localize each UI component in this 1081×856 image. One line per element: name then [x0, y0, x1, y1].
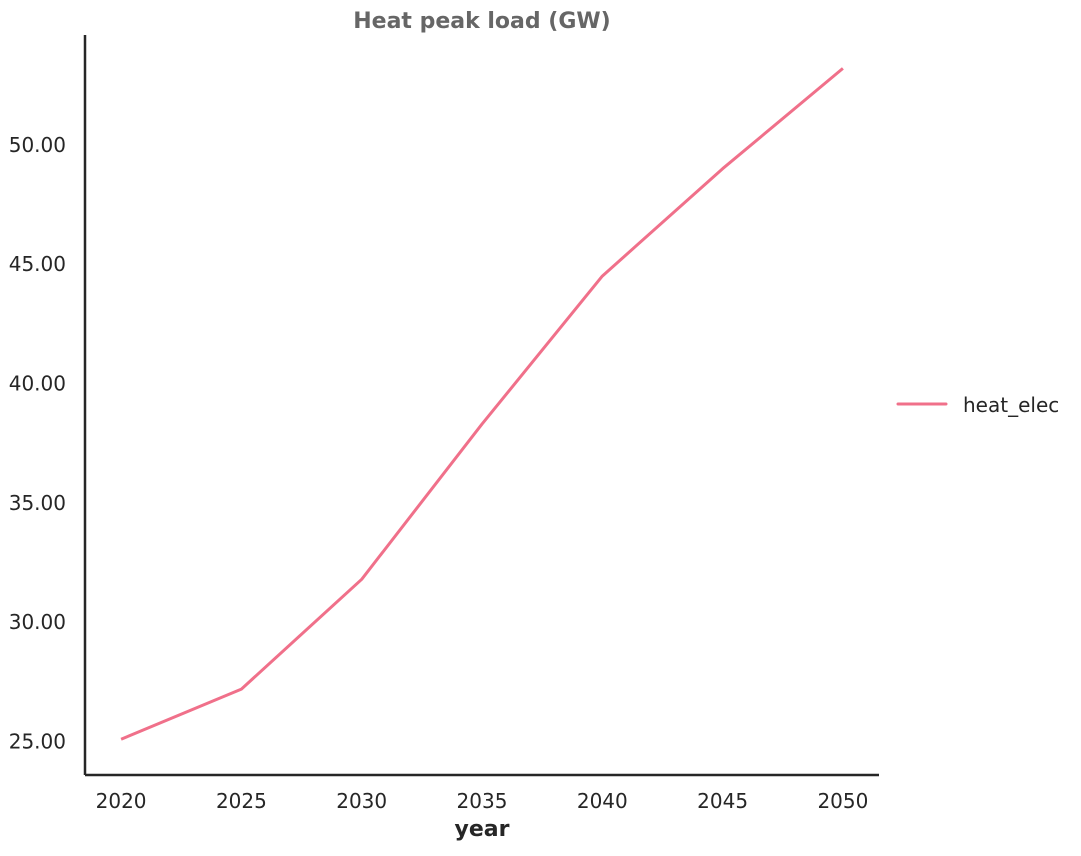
y-tick-labels: 25.00 30.00 35.00 40.00 45.00 50.00 — [9, 133, 66, 754]
legend-label-heat-elec: heat_elec — [963, 393, 1059, 417]
y-tick-label: 25.00 — [9, 730, 66, 754]
series-line-heat-elec — [120, 67, 844, 741]
x-tick-labels: 2020 2025 2030 2035 2040 2045 2050 — [96, 789, 869, 813]
x-tick-label: 2035 — [457, 789, 508, 813]
x-tick-label: 2025 — [216, 789, 267, 813]
x-tick-label: 2040 — [577, 789, 628, 813]
x-axis-label: year — [455, 817, 510, 842]
y-tick-label: 50.00 — [9, 133, 66, 157]
x-tick-label: 2020 — [96, 789, 147, 813]
y-tick-label: 45.00 — [9, 252, 66, 276]
y-tick-label: 30.00 — [9, 610, 66, 634]
x-tick-label: 2050 — [817, 789, 868, 813]
series-lines — [120, 67, 844, 741]
chart-title: Heat peak load (GW) — [353, 9, 611, 34]
legend: heat_elec — [896, 393, 1059, 417]
y-tick-label: 40.00 — [9, 372, 66, 396]
y-tick-label: 35.00 — [9, 491, 66, 515]
x-tick-label: 2045 — [697, 789, 748, 813]
x-tick-label: 2030 — [336, 789, 387, 813]
